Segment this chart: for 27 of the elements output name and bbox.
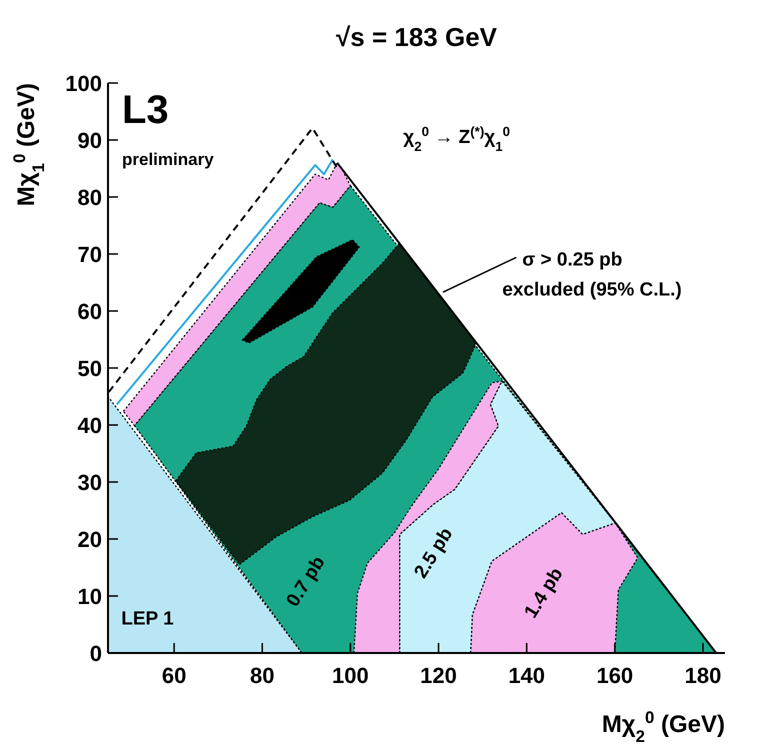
x-tick-label: 180 [684,663,722,688]
x-tick-label: 60 [162,663,186,688]
annotation: LEP 1 [121,608,174,630]
x-tick-label: 100 [332,663,369,688]
x-tick-label: 80 [250,663,274,688]
y-tick-label: 0 [90,641,102,666]
y-tick-label: 100 [65,71,102,96]
y-tick-label: 50 [78,356,102,381]
y-tick-label: 90 [78,128,102,153]
annotation: 1.4 pb [520,564,568,622]
y-tick-label: 80 [78,185,102,210]
annotation: L3 [122,88,169,132]
y-tick-label: 10 [78,584,102,609]
annotation: 0.7 pb [282,552,330,611]
y-tick-label: 70 [78,242,102,267]
x-tick-label: 160 [596,663,634,688]
y-tick-label: 40 [78,413,102,438]
y-tick-label: 60 [78,299,102,324]
annotation: σ > 0.25 pb excluded (95% C.L.) [502,249,682,300]
annotation: 2.5 pb [410,524,458,582]
x-tick-label: 120 [420,663,457,688]
x-tick-label: 140 [508,663,546,688]
annotation: preliminary [122,150,214,169]
y-tick-label: 30 [78,470,102,495]
y-tick-label: 20 [78,527,102,552]
x-axis-title: Mχ$_{2}$$^{0}$ (GeV) [602,708,725,744]
chart-title: √s = 183 GeV [336,22,498,52]
